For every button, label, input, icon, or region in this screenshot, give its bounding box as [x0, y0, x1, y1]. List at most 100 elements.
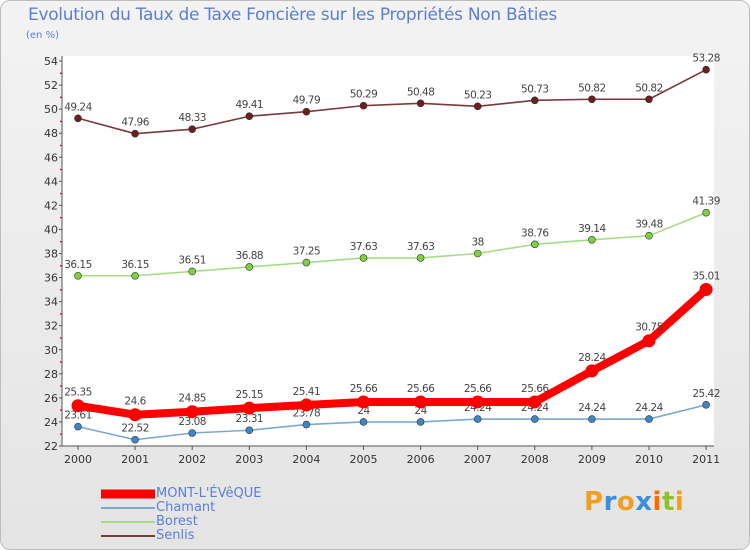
y-tick-label: 46 [44, 151, 58, 164]
data-label: 39.48 [635, 219, 663, 231]
data-label: 36.51 [178, 254, 206, 266]
x-tick-label: 2005 [350, 453, 378, 466]
data-point [530, 415, 539, 423]
data-point [416, 254, 425, 262]
data-label: 25.42 [692, 388, 720, 400]
data-point [642, 334, 656, 348]
y-tick-label: 44 [44, 175, 58, 188]
y-minor-tick [60, 120, 62, 123]
data-point [302, 107, 311, 116]
x-tick-label: 2008 [521, 453, 549, 466]
data-point [131, 435, 139, 444]
data-point [188, 267, 196, 276]
data-point [530, 240, 539, 249]
y-tick-label: 48 [44, 127, 58, 140]
data-point [645, 231, 653, 240]
data-point [473, 249, 482, 258]
data-point [699, 282, 713, 296]
y-tick-label: 32 [44, 320, 58, 333]
data-point [242, 401, 256, 415]
data-label: 50.29 [350, 89, 378, 101]
data-point [299, 398, 313, 412]
data-label: 37.63 [407, 241, 435, 253]
series-line [77, 404, 707, 441]
y-minor-tick [60, 289, 62, 291]
data-label: 23.08 [178, 416, 206, 428]
legend-swatch [101, 489, 155, 499]
y-tick-label: 28 [44, 368, 58, 381]
data-label: 24.85 [178, 393, 206, 405]
y-tick-label: 22 [44, 440, 58, 453]
data-point [74, 422, 82, 431]
y-tick-label: 40 [44, 223, 58, 236]
data-point [416, 418, 425, 426]
chart-title: Evolution du Taux de Taxe Foncière sur l… [28, 5, 557, 25]
logo-letter: i [674, 487, 685, 517]
data-label: 22.52 [121, 423, 149, 435]
data-label: 37.63 [350, 241, 378, 253]
data-label: 36.15 [121, 259, 149, 271]
data-label: 36.88 [236, 250, 264, 262]
x-tick-label: 2003 [235, 453, 263, 466]
y-tick-label: 30 [44, 344, 58, 357]
data-label: 25.41 [293, 386, 321, 398]
y-tick-label: 26 [44, 392, 58, 405]
data-label: 47.96 [121, 117, 149, 129]
data-label: 41.39 [692, 196, 720, 208]
data-point [131, 129, 139, 138]
data-label: 24 [414, 405, 427, 417]
data-point [530, 96, 539, 105]
x-tick-label: 2010 [635, 453, 663, 466]
x-tick-label: 2006 [407, 453, 435, 466]
data-point [302, 420, 311, 429]
proxiti-logo: Proxiti [584, 487, 684, 517]
data-point [588, 415, 596, 423]
data-point [359, 254, 368, 262]
logo-letter: r [603, 487, 617, 517]
data-point [588, 95, 596, 104]
logo-letter: o [616, 487, 636, 517]
data-label: 38 [472, 237, 484, 249]
x-tick-label: 2007 [464, 453, 492, 466]
data-point [702, 208, 710, 217]
y-tick-label: 24 [44, 416, 58, 429]
data-label: 23.78 [293, 408, 321, 420]
data-point [188, 429, 196, 437]
logo-letter: i [652, 487, 662, 517]
data-label: 48.33 [178, 112, 206, 124]
legend-label: Senlis [156, 528, 195, 543]
data-label: 35.01 [692, 270, 720, 282]
data-label: 36.15 [64, 259, 92, 271]
data-label: 49.41 [236, 99, 264, 111]
y-minor-tick [60, 192, 62, 195]
data-label: 37.25 [293, 246, 321, 258]
data-point [359, 418, 368, 426]
y-minor-tick [60, 433, 62, 435]
data-label: 28.24 [578, 352, 606, 364]
logo-letter: t [661, 487, 675, 517]
data-label: 30.75 [635, 322, 663, 334]
data-label: 25.66 [407, 383, 435, 395]
data-point [128, 408, 142, 422]
logo-letter: x [635, 487, 653, 517]
data-label: 50.73 [521, 83, 549, 95]
y-minor-tick [60, 265, 62, 267]
data-point [528, 395, 542, 409]
y-minor-tick [60, 313, 62, 315]
y-minor-tick [60, 168, 62, 171]
data-label: 24 [357, 405, 370, 417]
series-line [77, 211, 707, 277]
y-tick-label: 52 [44, 79, 58, 92]
series-line [74, 285, 711, 419]
y-minor-tick [60, 361, 62, 363]
y-minor-tick [60, 409, 62, 411]
data-point [245, 112, 254, 121]
y-tick-label: 50 [44, 103, 58, 116]
data-point [188, 125, 196, 134]
x-tick-label: 2004 [292, 453, 320, 466]
data-label: 53.28 [692, 53, 720, 65]
data-label: 24.6 [124, 396, 146, 408]
y-tick-label: 34 [44, 296, 58, 309]
data-label: 50.23 [464, 89, 492, 101]
